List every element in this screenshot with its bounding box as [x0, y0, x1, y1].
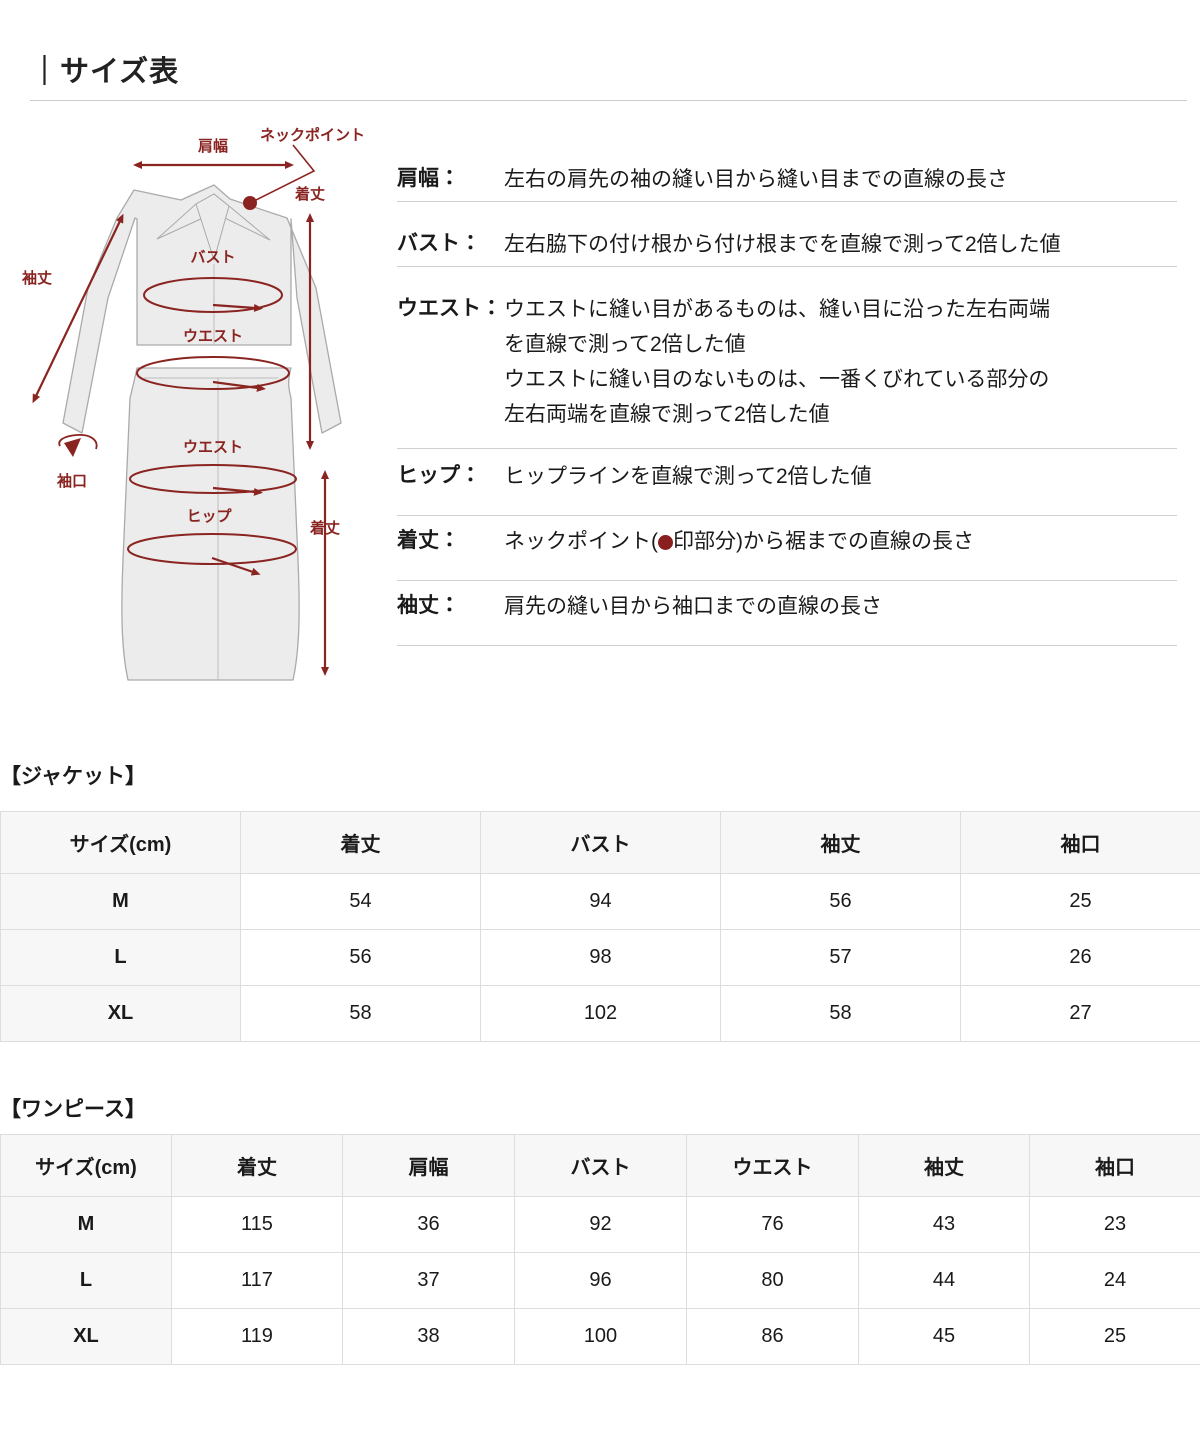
svg-text:肩幅: 肩幅: [198, 137, 228, 155]
svg-text:着丈: 着丈: [309, 519, 340, 537]
svg-text:着丈: 着丈: [294, 185, 325, 203]
svg-text:袖丈: 袖丈: [21, 269, 52, 287]
svg-text:バスト: バスト: [190, 249, 235, 266]
svg-text:ネックポイント: ネックポイント: [260, 126, 365, 144]
svg-text:ヒップ: ヒップ: [186, 508, 232, 525]
svg-text:ウエスト: ウエスト: [183, 328, 243, 345]
svg-text:袖口: 袖口: [56, 472, 87, 490]
svg-text:ウエスト: ウエスト: [183, 439, 243, 456]
